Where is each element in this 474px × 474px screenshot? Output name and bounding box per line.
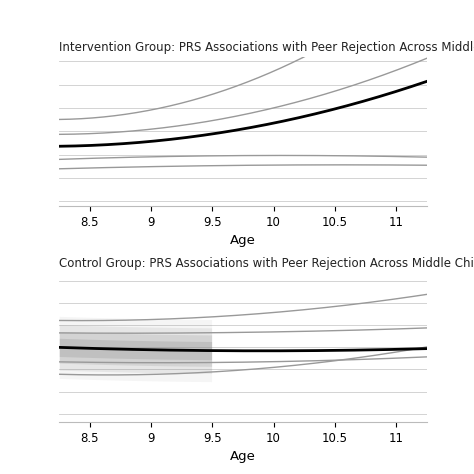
- X-axis label: Age: Age: [230, 450, 256, 463]
- X-axis label: Age: Age: [230, 234, 256, 247]
- Text: Intervention Group: PRS Associations with Peer Rejection Across Middle Childhood: Intervention Group: PRS Associations wit…: [59, 41, 474, 55]
- Text: Control Group: PRS Associations with Peer Rejection Across Middle Childhood: Control Group: PRS Associations with Pee…: [59, 257, 474, 270]
